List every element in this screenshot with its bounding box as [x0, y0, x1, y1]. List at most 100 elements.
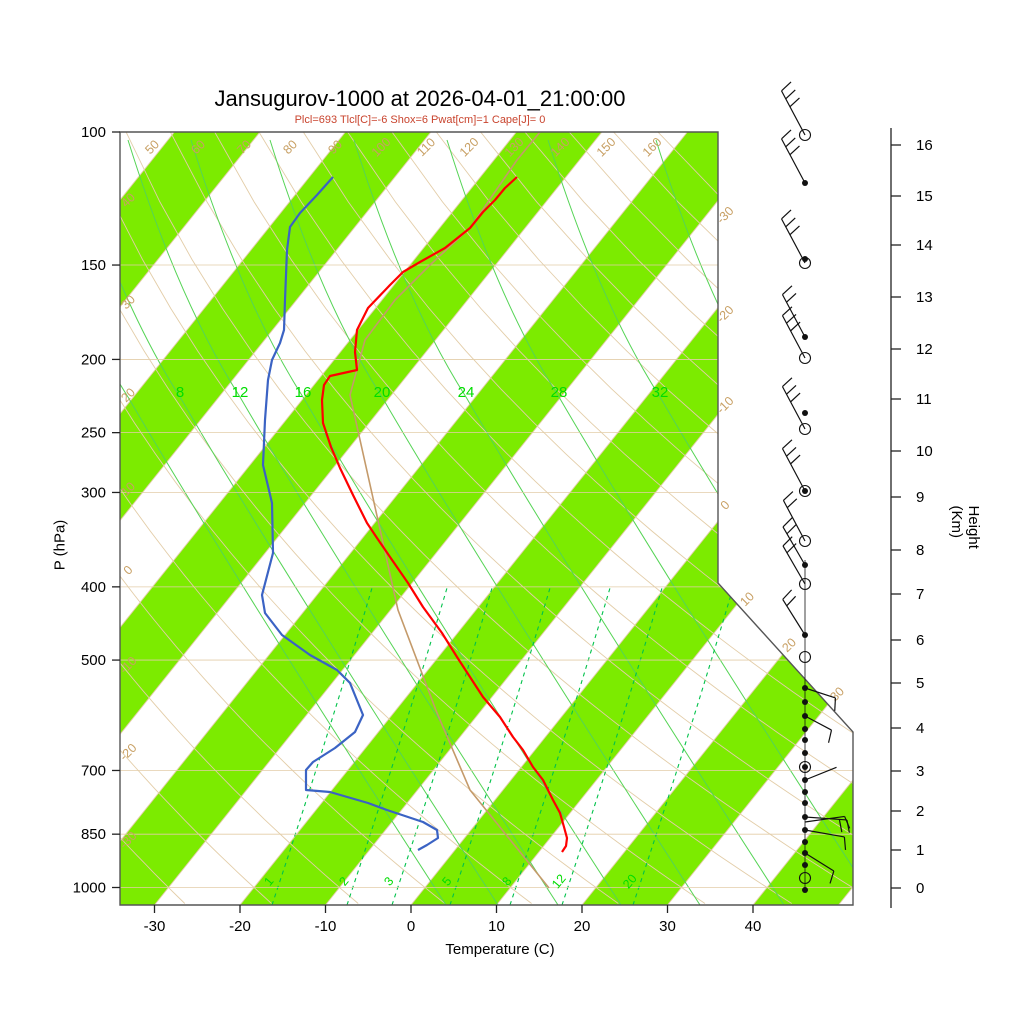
parcel-path-line	[349, 132, 550, 889]
height-tick-label: 4	[916, 720, 924, 737]
wind-barb-tick	[782, 536, 793, 547]
height-tick-label: 12	[916, 341, 933, 358]
wind-barb-staff	[804, 829, 845, 838]
wind-barb-tick	[843, 836, 847, 850]
temperature-tick-label: 20	[574, 918, 591, 935]
wind-barb-staff	[780, 218, 806, 264]
wind-barb-tick	[829, 870, 835, 884]
wind-station-circle	[798, 128, 812, 142]
wind-barb-tick	[786, 595, 797, 607]
svg-text:12: 12	[232, 384, 249, 401]
green-stripe	[240, 132, 853, 905]
height-tick-label: 5	[916, 675, 924, 692]
wind-barb-tick	[782, 589, 793, 600]
wind-barb-staff	[804, 815, 845, 823]
dewpoint-curve	[260, 176, 440, 851]
height-tick-label: 8	[916, 542, 924, 559]
height-tick-label: 15	[916, 188, 933, 205]
pressure-tick-label: 300	[81, 484, 106, 501]
svg-text:12: 12	[549, 872, 569, 892]
height-tick-label: 9	[916, 489, 924, 506]
wind-barb-tick	[782, 439, 793, 450]
wind-barb-tick	[781, 81, 792, 92]
green-stripe	[582, 132, 853, 905]
wind-barb-tick	[786, 543, 797, 554]
svg-text:-30: -30	[714, 204, 737, 227]
svg-text:10: 10	[737, 589, 757, 609]
temperature-tick-label: 0	[407, 918, 415, 935]
wind-station-dot	[802, 862, 808, 868]
height-tick-label: 2	[916, 803, 924, 820]
wind-barb-tick	[789, 145, 800, 156]
temperature-curve	[320, 176, 569, 853]
wind-station-dot	[802, 839, 808, 845]
svg-text:20: 20	[779, 635, 799, 655]
wind-barb-tick	[785, 137, 796, 148]
svg-text:28: 28	[551, 384, 568, 401]
pressure-tick-label: 1000	[73, 880, 106, 897]
wind-barb-tick	[781, 129, 792, 140]
wind-barb-staff	[804, 715, 832, 731]
temperature-tick-label: -20	[229, 918, 251, 935]
wind-barb-staff	[804, 852, 835, 872]
svg-text:32: 32	[652, 384, 669, 401]
green-stripe	[120, 132, 773, 905]
svg-text:20: 20	[374, 384, 391, 401]
wind-barb-tick	[844, 816, 851, 829]
wind-station-circle	[798, 422, 812, 436]
wind-barb-tick	[782, 306, 793, 317]
wind-station-dot	[802, 726, 808, 732]
wind-barb-tick	[786, 498, 798, 509]
wind-barb-staff	[780, 90, 806, 136]
background-stripes	[0, 132, 853, 905]
pressure-tick-label: 250	[81, 425, 106, 442]
wind-barb-tick	[785, 89, 796, 100]
height-tick-label: 0	[916, 880, 924, 897]
svg-text:0: 0	[718, 498, 733, 513]
wind-station-dot	[802, 764, 808, 770]
wind-station-dot	[802, 887, 808, 893]
temperature-tick-label: 30	[659, 918, 676, 935]
height-tick-label: 3	[916, 763, 924, 780]
mixing-ratio-lines	[271, 587, 734, 905]
wind-station-dot	[802, 789, 808, 795]
svg-text:16: 16	[295, 384, 312, 401]
svg-text:120: 120	[457, 135, 482, 160]
wind-station-dot	[802, 750, 808, 756]
svg-text:30: 30	[827, 684, 847, 704]
wind-barb-staff	[782, 599, 806, 636]
wind-barb-tick	[834, 697, 837, 711]
wind-barb-tick	[786, 524, 797, 535]
wind-barb-staff	[781, 315, 806, 359]
height-tick-label: 16	[916, 137, 933, 154]
wind-station-dot	[802, 699, 808, 705]
pressure-tick-label: 100	[81, 124, 106, 141]
green-stripe	[0, 132, 89, 905]
wind-barb-tick	[827, 729, 833, 743]
wind-barb-staff	[780, 138, 806, 184]
pressure-tick-label: 200	[81, 351, 106, 368]
temperature-tick-label: -30	[144, 918, 166, 935]
pressure-tick-label: 400	[81, 579, 106, 596]
wind-barb-tick	[786, 313, 797, 324]
svg-text:24: 24	[458, 384, 475, 401]
height-tick-label: 11	[916, 391, 932, 408]
wind-barb-tick	[782, 377, 793, 388]
wind-barb-staff	[804, 766, 837, 781]
wind-barb-tick	[790, 321, 801, 332]
wind-station-circle	[798, 871, 812, 885]
wind-station-dot	[802, 800, 808, 806]
wind-barb-tick	[789, 97, 800, 108]
temperature-tick-label: 10	[488, 918, 505, 935]
wind-barb-staff	[782, 500, 806, 542]
wind-barb-tick	[786, 292, 797, 303]
wind-barb-column	[780, 81, 851, 893]
wind-barb-staff	[781, 386, 806, 430]
svg-text:150: 150	[594, 135, 619, 160]
wind-barb-tick	[785, 217, 796, 228]
pressure-tick-label: 700	[81, 762, 106, 779]
wind-barb-tick	[786, 446, 797, 457]
wind-station-circle	[798, 484, 812, 498]
plot-border	[119, 131, 854, 906]
